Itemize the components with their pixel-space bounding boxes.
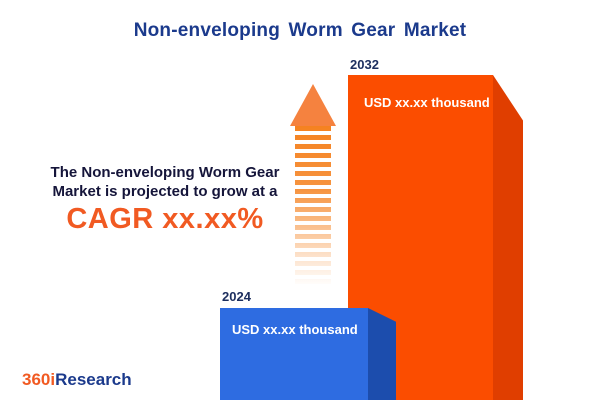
cagr-text: CAGR xx.xx% — [66, 203, 264, 235]
description-line2: Market is projected to grow at a — [52, 183, 278, 200]
arrow-up-icon — [290, 84, 336, 126]
bar-2032-value-label: USD xx.xx thousand — [364, 95, 490, 110]
brand-logo-part2: Research — [55, 370, 132, 389]
bar-2024-side — [368, 308, 396, 400]
arrow-fade-overlay — [295, 126, 331, 286]
description-block: The Non-enveloping Worm Gear Market is p… — [28, 163, 302, 235]
brand-logo: 360iResearch — [22, 370, 132, 390]
description-line1: The Non-enveloping Worm Gear — [50, 164, 280, 181]
bar-2024-year-label: 2024 — [222, 289, 251, 304]
bar-2024-front — [220, 308, 368, 400]
bar-2024-value-label: USD xx.xx thousand — [232, 322, 358, 337]
page-title: Non-enveloping Worm Gear Market — [133, 20, 467, 41]
brand-logo-part1: 360i — [22, 370, 56, 389]
bar-2032-side — [493, 75, 523, 400]
growth-arrow — [290, 84, 336, 289]
bar-2032-year-label: 2032 — [350, 57, 379, 72]
